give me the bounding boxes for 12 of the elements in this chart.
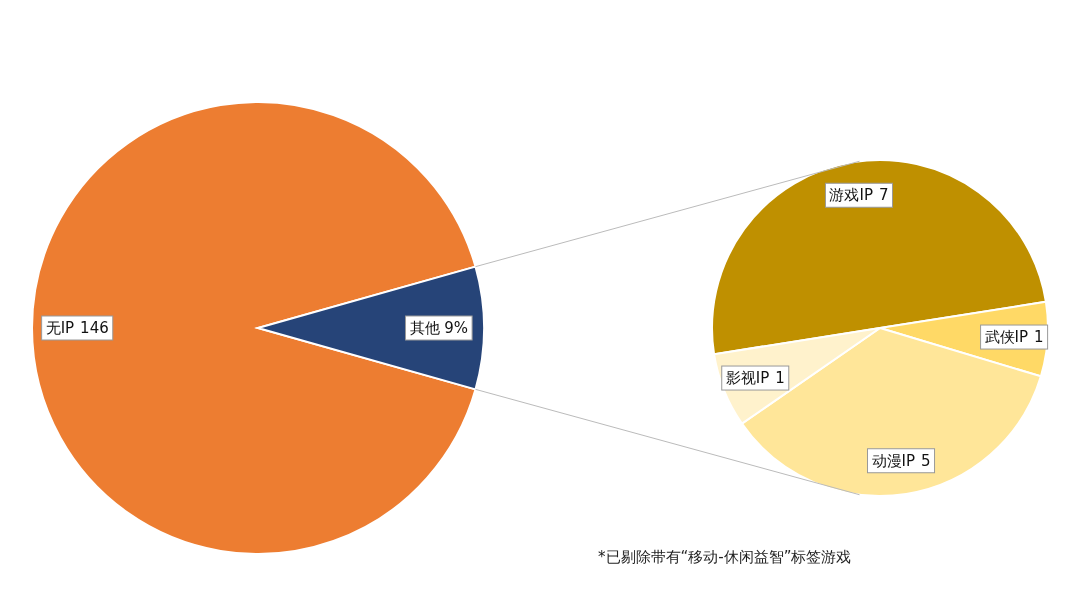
slice-label: 影视IP [725, 369, 770, 388]
slice-label: 其他 9% [409, 319, 469, 337]
text: *已剔除带有“移动-休闲益智”标签游戏 [598, 548, 852, 566]
slice-label: 武侠IP [984, 328, 1029, 347]
data-label: 1 [1034, 328, 1044, 347]
data-label: 146 [80, 319, 109, 337]
slice-label: 无IP [45, 319, 75, 337]
slice-label: 游戏IP [829, 186, 873, 205]
data-label: 1 [775, 369, 785, 388]
data-label: 5 [920, 451, 931, 470]
data-label: 7 [878, 186, 889, 205]
slice-label: 动漫IP [871, 451, 915, 470]
